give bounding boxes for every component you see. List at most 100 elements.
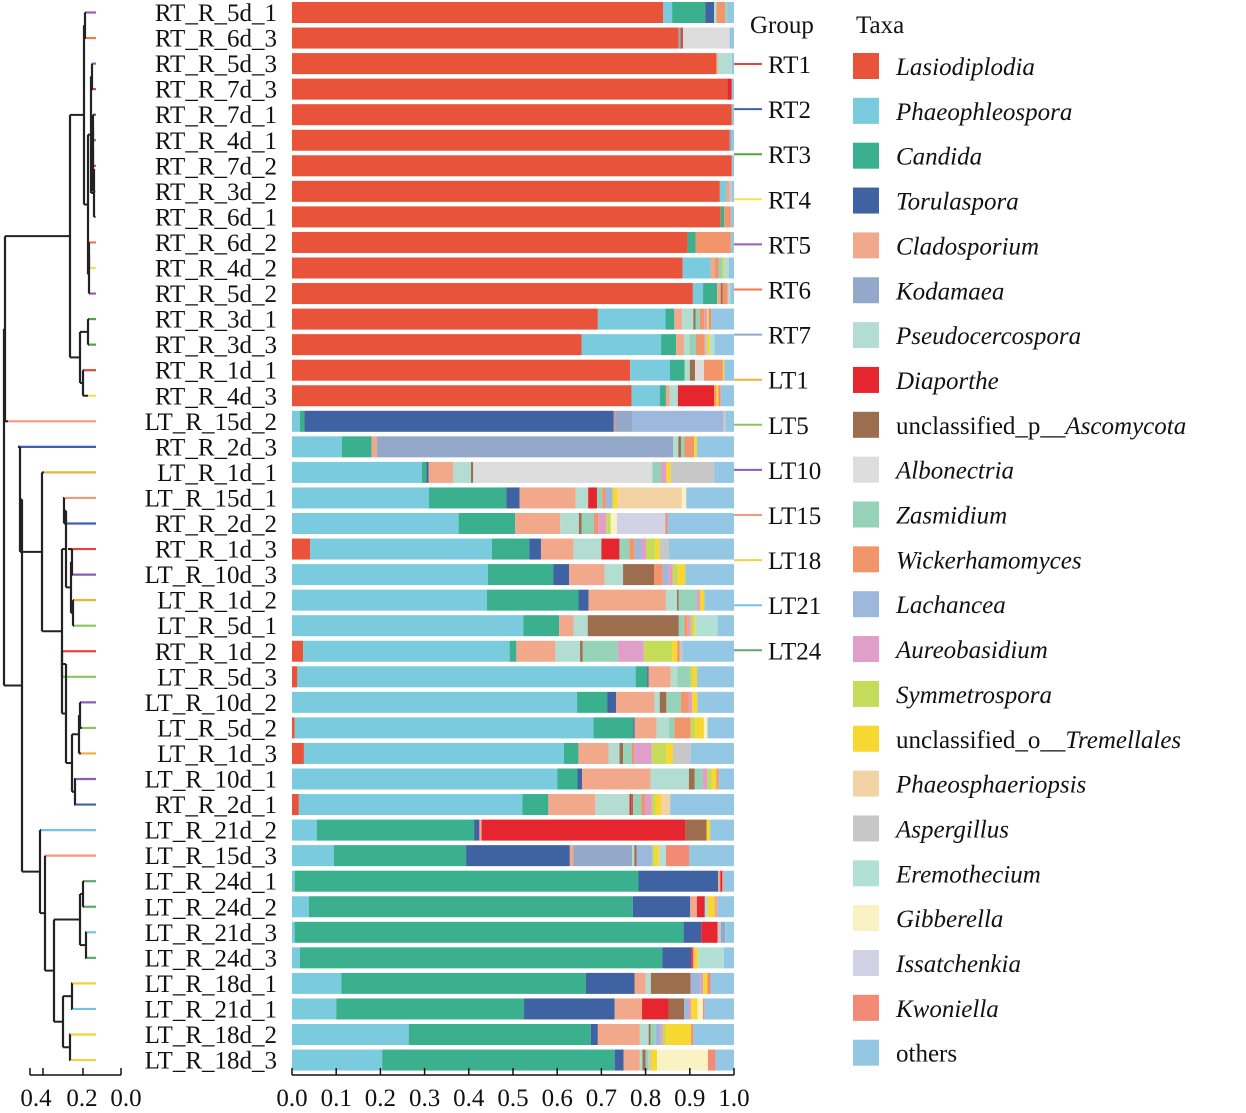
bar-segment-unclassified-o-tremellales: [695, 717, 704, 739]
sample-label: LT_R_1d_2: [157, 588, 277, 615]
bar-RT_R_3d_3: [292, 334, 734, 356]
bar-RT_R_1d_3: [292, 538, 734, 560]
bar-segment-phaeophleospora: [292, 819, 317, 841]
bar-segment-pseudocercospora: [727, 283, 731, 305]
bar-segment-zasmidium: [645, 1049, 649, 1071]
bar-segment-candida: [316, 819, 475, 841]
bar-segment-lasiodiplodia: [292, 53, 717, 75]
bar-segment-aureobasidium: [668, 564, 673, 586]
bar-segment-torulaspora: [553, 564, 570, 586]
bar-segment-others: [731, 53, 734, 75]
bar-segment-unclassified-p-ascomycota: [668, 998, 685, 1020]
x-tick-label: 0.1: [321, 1085, 352, 1112]
bar-segment-kwoniella: [613, 410, 616, 432]
bar-segment-symmetrospora: [651, 794, 656, 816]
bar-RT_R_7d_1: [292, 104, 734, 126]
bar-segment-lasiodiplodia: [292, 231, 688, 253]
bar-segment-aspergillus: [673, 742, 691, 764]
bar-segment-candida: [661, 334, 677, 356]
bar-segment-unclassified-o-tremellales: [666, 742, 673, 764]
bar-RT_R_6d_3: [292, 27, 734, 49]
bar-segment-wickerhamomyces: [684, 436, 695, 458]
sample-label: RT_R_4d_2: [155, 256, 277, 283]
bar-segment-aspergillus: [670, 461, 715, 483]
bar-segment-zasmidium: [718, 257, 723, 279]
bar-segment-diaporthe: [701, 921, 718, 943]
bar-segment-torulaspora: [466, 845, 570, 867]
bar-segment-aureobasidium: [688, 998, 692, 1020]
taxa-legend-item: Phaeosphaeriopsis: [895, 772, 1086, 799]
bar-segment-cladosporium: [479, 819, 482, 841]
sample-label: RT_R_1d_3: [155, 537, 277, 564]
bar-segment-unclassified-o-tremellales: [699, 589, 705, 611]
bar-segment-zasmidium: [677, 666, 690, 688]
bar-segment-others: [704, 998, 734, 1020]
bar-segment-unclassified-o-tremellales: [692, 691, 698, 713]
sample-label: LT_R_15d_2: [145, 409, 277, 436]
bar-segment-aspergillus: [679, 640, 683, 662]
bar-RT_R_3d_2: [292, 180, 734, 202]
taxa-legend-item: Torulaspora: [896, 189, 1019, 216]
bar-segment-pseudocercospora: [639, 1024, 649, 1045]
bar-segment-candida: [720, 206, 725, 228]
bar-segment-phaeophleospora: [292, 972, 342, 994]
bar-segment-zasmidium: [596, 487, 603, 509]
bar-LT_R_15d_2: [292, 410, 734, 432]
bar-segment-candida: [341, 972, 586, 994]
bar-segment-aureobasidium: [660, 1024, 663, 1045]
bar-segment-torulaspora: [524, 998, 615, 1020]
bar-segment-unclassified-p-ascomycota: [720, 283, 723, 305]
bar-segment-symmetrospora: [643, 640, 673, 662]
bar-segment-pseudocercospora: [453, 461, 472, 483]
sample-label: RT_R_3d_1: [155, 307, 277, 334]
bar-segment-unclassified-p-ascomycota: [685, 819, 707, 841]
bar-segment-phaeophleospora: [310, 538, 492, 560]
bar-segment-others: [707, 717, 734, 739]
bar-segment-albonectria: [473, 461, 653, 483]
bar-segment-symmetrospora: [606, 513, 611, 534]
bar-segment-eremothecium: [695, 615, 718, 637]
bar-segment-unclassified-p-ascomycota: [693, 308, 696, 330]
bar-segment-unclassified-o-tremellales: [694, 947, 699, 969]
bar-segment-torulaspora: [633, 717, 635, 739]
bar-segment-others: [731, 104, 734, 126]
bar-LT_R_15d_3: [292, 845, 734, 867]
bar-segment-unclassified-o-tremellales: [693, 615, 696, 637]
taxa-legend-swatch: [853, 905, 879, 932]
sample-label: LT_R_10d_3: [145, 562, 277, 589]
sample-label: LT_R_15d_3: [145, 843, 277, 870]
bar-segment-candida: [672, 2, 706, 23]
bar-segment-kwoniella: [691, 1024, 694, 1045]
group-legend-item-rt7: RT7: [768, 323, 811, 350]
bar-segment-pseudocercospora: [575, 487, 589, 509]
bar-segment-lasiodiplodia: [292, 359, 631, 381]
bar-segment-zasmidium: [694, 768, 703, 790]
bar-LT_R_5d_1: [292, 615, 734, 637]
bar-segment-phaeophleospora: [692, 283, 704, 305]
bar-segment-phaeophleospora: [682, 257, 711, 279]
bar-segment-zasmidium: [650, 1024, 656, 1045]
bar-segment-cladosporium: [634, 717, 657, 739]
bar-segment-diaporthe: [481, 819, 686, 841]
bar-segment-unclassified-o-tremellales: [655, 794, 662, 816]
bar-segment-pseudocercospora: [682, 308, 694, 330]
bar-segment-lasiodiplodia: [292, 2, 664, 23]
bar-RT_R_2d_2: [292, 513, 734, 534]
bar-segment-cladosporium: [588, 589, 666, 611]
bar-segment-others: [720, 385, 734, 407]
taxa-legend-title: Taxa: [856, 12, 904, 39]
bar-segment-cladosporium: [615, 691, 655, 713]
bar-segment-pseudocercospora: [724, 257, 729, 279]
bar-segment-cladosporium: [540, 538, 574, 560]
taxa-legend-swatch: [853, 860, 879, 887]
taxa-legend-item: Issatchenkia: [895, 951, 1021, 978]
bar-segment-torulaspora: [506, 487, 520, 509]
taxa-legend-swatch: [853, 1039, 879, 1066]
bar-segment-candida: [294, 870, 639, 892]
bar-LT_R_18d_3: [292, 1049, 734, 1071]
x-tick-label: 0.0: [276, 1085, 307, 1112]
bar-segment-pseudocercospora: [673, 436, 679, 458]
bar-segment-others: [724, 359, 734, 381]
bar-segment-unclassified-p-ascomycota: [659, 691, 667, 713]
bar-segment-pseudocercospora: [604, 564, 624, 586]
